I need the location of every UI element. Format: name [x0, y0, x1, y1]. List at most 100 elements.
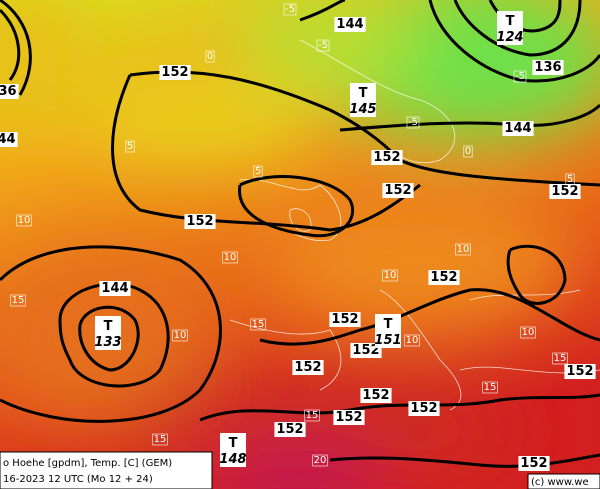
caption-line: 16-2023 12 UTC (Mo 12 + 24) [3, 474, 153, 485]
label-box [518, 456, 550, 471]
temperature-box [250, 318, 266, 331]
center-marker: T [359, 86, 368, 101]
label-box [549, 184, 581, 199]
contour-label: 136 [534, 60, 561, 75]
center-marker: T [229, 436, 238, 451]
contour-label: 152 [430, 270, 457, 285]
contour-label: 152 [384, 183, 411, 198]
temperature-box [552, 352, 568, 365]
label-box [564, 364, 596, 379]
temperature-label: 10 [406, 335, 419, 346]
center-value: 133 [94, 335, 121, 350]
label-box [382, 183, 414, 198]
contour-label: 152 [186, 214, 213, 229]
label-box [502, 121, 534, 136]
label-box [184, 214, 216, 229]
temperature-box [205, 50, 215, 63]
center-value: 124 [496, 30, 523, 45]
temperature-box [283, 3, 297, 16]
temperature-box [565, 173, 575, 186]
center-box [375, 314, 401, 348]
label-box [371, 150, 403, 165]
credit: (c) www.we [531, 477, 589, 488]
label-box [333, 410, 365, 425]
temperature-box [520, 326, 536, 339]
temperature-box [455, 243, 471, 256]
temperature-box [222, 251, 238, 264]
temperature-label: -5 [285, 4, 295, 15]
temperature-label: -5 [318, 40, 328, 51]
label-box [292, 360, 324, 375]
contour-label: 144 [504, 121, 531, 136]
temperature-box [463, 145, 473, 158]
temperature-label: 5 [127, 141, 133, 152]
contour-label: 152 [566, 364, 593, 379]
temperature-box [152, 433, 168, 446]
contour-label: 144 [101, 281, 128, 296]
caption-line: o Hoehe [gpdm], Temp. [C] (GEM) [3, 458, 172, 469]
contour-label: 152 [161, 65, 188, 80]
temperature-label: 10 [174, 330, 187, 341]
label-box [408, 401, 440, 416]
contour-label: 152 [362, 388, 389, 403]
contour-label: 152 [294, 360, 321, 375]
caption-box: o Hoehe [gpdm], Temp. [C] (GEM) 16-2023 … [0, 451, 600, 489]
temperature-label: 10 [457, 244, 470, 255]
temperature-label: 10 [224, 252, 237, 263]
contour-label: 152 [335, 410, 362, 425]
temperature-label: 15 [554, 353, 567, 364]
center-box [220, 433, 246, 467]
temperature-box [253, 165, 263, 178]
center-value: 145 [349, 102, 376, 117]
temperature-label: 20 [314, 455, 327, 466]
temperature-label: 5 [567, 174, 573, 185]
temperature-box [172, 329, 188, 342]
temperature-label: 0 [207, 51, 213, 62]
temperature-label: 10 [384, 270, 397, 281]
temperature-label: 15 [484, 382, 497, 393]
temperature-label: 15 [154, 434, 167, 445]
center-marker: T [104, 319, 113, 334]
label-box [0, 84, 19, 99]
temperature-box [10, 294, 26, 307]
temperature-box [404, 334, 420, 347]
label-box [329, 312, 361, 327]
temperature-box [312, 454, 328, 467]
temperature-box [513, 70, 527, 83]
label-box [532, 60, 564, 75]
contour-label: 152 [276, 422, 303, 437]
center-box [350, 83, 376, 117]
temperature-box [16, 214, 32, 227]
contour-label: 152 [520, 456, 547, 471]
temperature-box [304, 409, 320, 422]
center-marker: T [384, 317, 393, 332]
temperature-label: 5 [255, 166, 261, 177]
label-box [428, 270, 460, 285]
contour-label: 152 [352, 343, 379, 358]
temperature-box [382, 269, 398, 282]
temperature-box [316, 39, 330, 52]
temperature-label: 15 [306, 410, 319, 421]
center-marker: T [506, 14, 515, 29]
label-box [159, 65, 191, 80]
label-box [350, 343, 382, 358]
temperature-label: 10 [18, 215, 31, 226]
temperature-label: -5 [408, 117, 418, 128]
contour-label: 152 [551, 184, 578, 199]
contour-label: 152 [331, 312, 358, 327]
temperature-box [125, 140, 135, 153]
center-value: 148 [219, 452, 246, 467]
center-value: 151 [374, 333, 401, 348]
contour-label: 144 [0, 132, 16, 147]
contour-label: 144 [336, 17, 363, 32]
temperature-box [482, 381, 498, 394]
temperature-box [406, 116, 420, 129]
temperature-label: 15 [252, 319, 265, 330]
center-box [95, 316, 121, 350]
contour-label: 136 [0, 84, 17, 99]
label-box [360, 388, 392, 403]
label-box [274, 422, 306, 437]
